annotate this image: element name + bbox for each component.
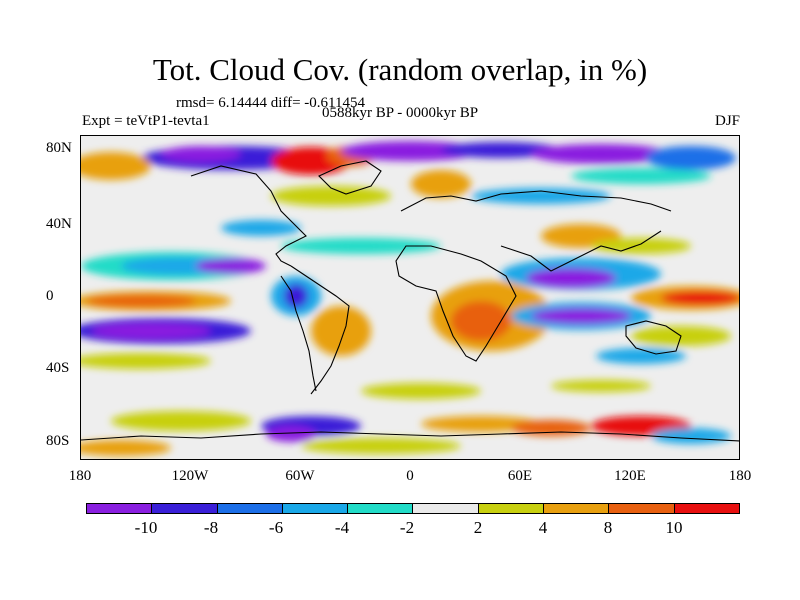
lat-label: 0	[46, 288, 54, 304]
colorbar	[86, 503, 740, 514]
colorbar-swatch	[217, 504, 283, 513]
map-title: Tot. Cloud Cov. (random overlap, in %)	[152, 52, 648, 87]
colorbar-label: 4	[538, 518, 548, 537]
colorbar-label: 8	[603, 518, 613, 537]
stats-label: rmsd= 6.14444 diff= -0.611454	[176, 95, 365, 111]
lat-label: 40S	[46, 360, 70, 376]
colorbar-swatch	[609, 504, 675, 513]
lat-label: 40N	[46, 216, 72, 232]
map-panel	[80, 135, 740, 460]
colorbar-swatch	[544, 504, 610, 513]
anomaly-shading	[81, 141, 739, 456]
lon-label: 180	[68, 468, 92, 484]
colorbar-label: -6	[268, 518, 284, 537]
lon-label: 60W	[285, 468, 315, 484]
lon-label: 180	[728, 468, 752, 484]
colorbar-label: 10	[665, 518, 683, 537]
colorbar-swatch	[152, 504, 218, 513]
colorbar-swatch	[674, 504, 739, 513]
lon-label: 120W	[171, 468, 209, 484]
lon-label: 60E	[507, 468, 533, 484]
colorbar-label: 2	[473, 518, 483, 537]
colorbar-label: -2	[399, 518, 415, 537]
lon-label: 0	[406, 468, 414, 484]
cloud-anomaly-field	[81, 141, 739, 456]
colorbar-swatch	[348, 504, 414, 513]
period-label: 0588kyr BP - 0000kyr BP	[322, 105, 479, 121]
colorbar-label: -8	[203, 518, 219, 537]
season-label: DJF	[714, 113, 740, 129]
colorbar-swatch	[478, 504, 545, 513]
colorbar-swatch	[413, 504, 479, 513]
colorbar-label: -10	[134, 518, 158, 537]
coastlines	[81, 160, 739, 442]
lat-label: 80S	[46, 433, 70, 449]
experiment-label: Expt = teVtP1-tevta1	[82, 113, 210, 129]
lon-label: 120E	[614, 468, 646, 484]
colorbar-swatch	[87, 504, 153, 513]
lat-label: 80N	[46, 140, 72, 156]
colorbar-label: -4	[334, 518, 350, 537]
colorbar-swatch	[282, 504, 349, 513]
